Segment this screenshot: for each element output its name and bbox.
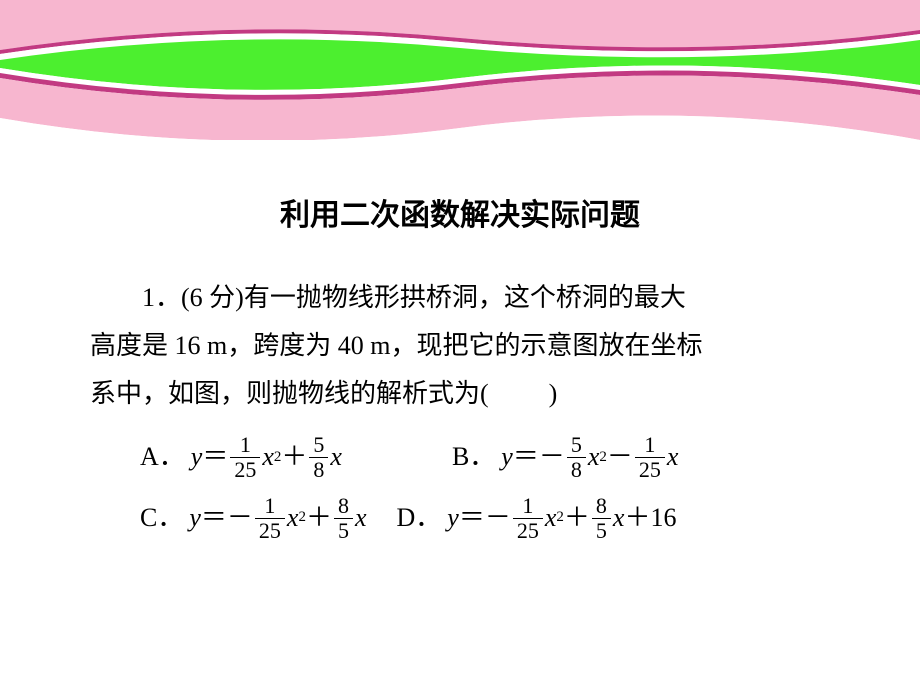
question-points: (6 分) xyxy=(181,283,244,312)
option-a-frac2: 58 xyxy=(309,434,328,481)
option-c-var1: x xyxy=(287,491,299,546)
option-d-frac1: 125 xyxy=(513,495,543,542)
option-c-frac2: 85 xyxy=(334,495,353,542)
question-text: 1．(6 分)有一抛物线形拱桥洞，这个桥洞的最大 高度是 16 m，跨度为 40… xyxy=(90,274,830,418)
option-c-lhs: y xyxy=(189,491,201,546)
option-a: A． y ＝ 125 x2 ＋ 58 x xyxy=(140,430,342,485)
option-d-eq: ＝－ xyxy=(459,491,511,546)
options-row-1: A． y ＝ 125 x2 ＋ 58 x B． y ＝－ 58 x2 － 125… xyxy=(90,430,830,485)
option-b-var2: x xyxy=(667,430,679,485)
option-d-frac2: 85 xyxy=(592,495,611,542)
option-c-var2: x xyxy=(355,491,367,546)
option-b-eq: ＝－ xyxy=(513,430,565,485)
option-c-frac1: 125 xyxy=(255,495,285,542)
question-line3-close: ) xyxy=(549,379,558,408)
option-a-exp1: 2 xyxy=(274,442,282,474)
options-row-2: C． y ＝－ 125 x2 ＋ 85 x D． y ＝－ 125 x2 ＋ 8… xyxy=(90,491,830,546)
option-b-label: B． xyxy=(452,430,495,485)
option-c-exp1: 2 xyxy=(298,502,306,534)
option-d-var1: x xyxy=(545,491,557,546)
option-a-var1: x xyxy=(262,430,274,485)
option-b-op1: － xyxy=(607,430,633,485)
option-d-lhs: y xyxy=(447,491,459,546)
option-a-frac1: 125 xyxy=(230,434,260,481)
option-a-op1: ＋ xyxy=(281,430,307,485)
question-line1: 有一抛物线形拱桥洞，这个桥洞的最大 xyxy=(244,283,686,312)
option-b-exp1: 2 xyxy=(599,442,607,474)
option-a-var2: x xyxy=(330,430,342,485)
option-d-label: D． xyxy=(397,491,442,546)
option-c-op1: ＋ xyxy=(306,491,332,546)
question-line3: 系中，如图，则抛物线的解析式为( xyxy=(90,379,489,408)
question-number: 1 xyxy=(142,283,155,312)
option-b-frac2: 125 xyxy=(635,434,665,481)
option-d: D． y ＝－ 125 x2 ＋ 85 x ＋16 xyxy=(397,491,677,546)
option-a-eq: ＝ xyxy=(202,430,228,485)
option-c: C． y ＝－ 125 x2 ＋ 85 x xyxy=(140,491,367,546)
page-title: 利用二次函数解决实际问题 xyxy=(90,190,830,234)
option-d-var2: x xyxy=(613,491,625,546)
option-b-frac1: 58 xyxy=(567,434,586,481)
option-c-eq: ＝－ xyxy=(201,491,253,546)
option-a-label: A． xyxy=(140,430,185,485)
slide-content: 利用二次函数解决实际问题 1．(6 分)有一抛物线形拱桥洞，这个桥洞的最大 高度… xyxy=(90,190,830,551)
option-b-var1: x xyxy=(588,430,600,485)
decorative-banner xyxy=(0,0,920,140)
option-d-tail: ＋16 xyxy=(624,491,676,546)
option-b: B． y ＝－ 58 x2 － 125 x xyxy=(452,430,679,485)
options-block: A． y ＝ 125 x2 ＋ 58 x B． y ＝－ 58 x2 － 125… xyxy=(90,430,830,545)
option-c-label: C． xyxy=(140,491,183,546)
option-a-lhs: y xyxy=(191,430,203,485)
question-line2: 高度是 16 m，跨度为 40 m，现把它的示意图放在坐标 xyxy=(90,331,702,360)
option-d-op1: ＋ xyxy=(564,491,590,546)
option-d-exp1: 2 xyxy=(556,502,564,534)
option-b-lhs: y xyxy=(501,430,513,485)
